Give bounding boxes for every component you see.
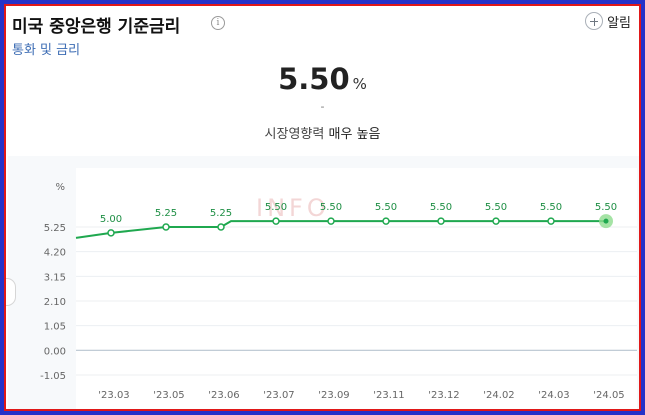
impact-label: 시장영향력 — [264, 127, 325, 142]
impact-level: 매우 높음 — [328, 127, 381, 142]
y-tick-label: 5.25 — [44, 223, 66, 234]
data-point — [603, 218, 609, 224]
data-label: 5.50 — [375, 202, 397, 213]
y-tick-label: 2.10 — [44, 297, 66, 308]
rate-line-chart: 5.25 4.20 3.15 2.10 1.05 0.00 -1.05% '23.03 '23.… — [40, 182, 637, 401]
rate-value: 5.50 — [278, 62, 350, 96]
y-tick-label: 3.15 — [44, 272, 66, 283]
y-tick-label: 4.20 — [44, 248, 66, 259]
data-point — [547, 217, 555, 225]
series-line — [75, 220, 606, 239]
x-tick-label: '23.11 — [373, 390, 404, 401]
y-tick-label: -1.05 — [40, 371, 66, 382]
y-tick-label: 0.00 — [44, 346, 66, 357]
data-point — [437, 217, 445, 225]
change-value: - — [320, 100, 325, 113]
data-label: 5.50 — [540, 202, 562, 213]
rate-unit: % — [352, 75, 367, 93]
alarm-button[interactable]: 알림 — [585, 10, 631, 32]
indicator-card: 미국 중앙은행 기준금리 i 알림 통화 및 금리 5.50% - 시장영향력 … — [4, 4, 641, 411]
data-label: 5.50 — [595, 202, 617, 213]
chart-scroll-handle[interactable] — [6, 278, 16, 306]
x-tick-label: '23.07 — [263, 390, 294, 401]
data-point — [492, 217, 500, 225]
y-unit-label: % — [55, 182, 65, 193]
x-tick-label: '23.05 — [153, 390, 184, 401]
data-point — [327, 217, 335, 225]
info-icon[interactable]: i — [211, 16, 225, 30]
x-tick-label: '24.05 — [593, 390, 624, 401]
data-point — [107, 229, 115, 237]
page-title: 미국 중앙은행 기준금리 — [12, 17, 181, 37]
data-label: 5.25 — [210, 208, 232, 219]
data-label: 5.25 — [155, 208, 177, 219]
data-point — [272, 217, 280, 225]
current-value: 5.50% — [6, 62, 639, 96]
data-label: 5.50 — [320, 202, 342, 213]
x-tick-label: '23.12 — [428, 390, 459, 401]
plus-circle-icon — [585, 12, 604, 30]
market-impact: 시장영향력 매우 높음 — [6, 123, 639, 142]
x-tick-label: '23.03 — [98, 390, 129, 401]
chart-plot-area — [76, 168, 637, 409]
data-label: 5.50 — [485, 202, 507, 213]
data-point — [382, 217, 390, 225]
y-tick-label: 1.05 — [44, 322, 66, 333]
chart-watermark: INFO — [256, 194, 330, 222]
data-label: 5.00 — [100, 214, 122, 225]
x-tick-label: '24.03 — [538, 390, 569, 401]
x-tick-label: '24.02 — [483, 390, 514, 401]
data-point — [162, 223, 170, 231]
data-label: 5.50 — [265, 202, 287, 213]
data-label: 5.50 — [430, 202, 452, 213]
data-point — [217, 223, 225, 231]
x-tick-label: '23.09 — [318, 390, 349, 401]
alarm-label: 알림 — [607, 15, 631, 31]
category-link[interactable]: 통화 및 금리 — [12, 43, 81, 58]
x-tick-label: '23.06 — [208, 390, 239, 401]
